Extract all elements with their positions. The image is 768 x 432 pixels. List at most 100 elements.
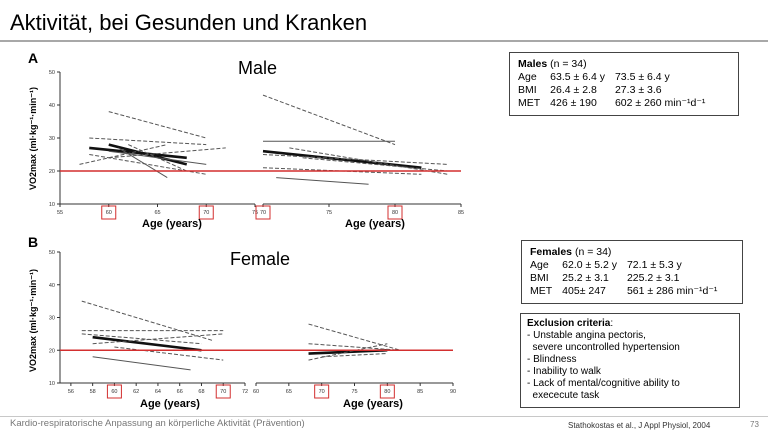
list-item: - Inability to walk bbox=[527, 366, 601, 377]
series-line bbox=[302, 157, 448, 172]
panel-a-y-axis-label: VO2max (ml·kg⁻¹·min⁻¹) bbox=[28, 86, 38, 190]
series-line bbox=[92, 356, 191, 371]
table-row: BMI 25.2 ± 3.1 225.2 ± 3.1 bbox=[530, 272, 680, 284]
x-tick-label: 70 bbox=[319, 389, 325, 395]
panel-a-letter: A bbox=[28, 50, 39, 66]
x-tick-label: 55 bbox=[57, 210, 63, 216]
x-tick-label: 80 bbox=[384, 389, 390, 395]
panel-b-heading: Female bbox=[230, 249, 291, 269]
highlight-box bbox=[255, 205, 271, 220]
footer-text: Kardio-respiratorische Anpassung an körp… bbox=[10, 418, 305, 429]
series-line bbox=[308, 343, 388, 361]
highlight-box bbox=[215, 384, 231, 399]
list-item: severe uncontrolled hypertension bbox=[527, 342, 680, 353]
x-tick-label: 65 bbox=[286, 389, 292, 395]
series-line bbox=[89, 137, 207, 146]
series-line bbox=[118, 147, 168, 179]
series-line bbox=[92, 335, 202, 352]
females-box-header: Females (n = 34) bbox=[530, 246, 612, 258]
table-row: Age 62.0 ± 5.2 y 72.1 ± 5.3 y bbox=[530, 259, 682, 271]
x-tick-label: 64 bbox=[155, 389, 161, 395]
highlight-box bbox=[314, 384, 330, 399]
series-line bbox=[81, 333, 202, 345]
x-tick-label: 58 bbox=[90, 389, 96, 395]
list-item: - Unstable angina pectoris, bbox=[527, 330, 646, 341]
x-tick-label: 60 bbox=[253, 389, 259, 395]
x-tick-label: 75 bbox=[326, 210, 332, 216]
panel-a-heading: Male bbox=[238, 58, 278, 78]
panel-b-xlabel-right: Age (years) bbox=[343, 398, 403, 410]
table-row: BMI 26.4 ± 2.8 27.3 ± 3.6 bbox=[518, 84, 662, 96]
footer-divider bbox=[0, 416, 768, 417]
series-line bbox=[108, 111, 207, 139]
panel-a-xlabel-right: Age (years) bbox=[345, 218, 405, 230]
x-tick-label: 62 bbox=[133, 389, 139, 395]
series-line bbox=[92, 333, 224, 345]
series-line bbox=[289, 147, 448, 175]
page-number: 73 bbox=[750, 420, 759, 429]
series-line bbox=[108, 150, 207, 165]
slide-title: Aktivität, bei Gesunden und Kranken bbox=[10, 10, 368, 35]
citation: Stathokostas et al., J Appl Physiol, 200… bbox=[568, 421, 711, 430]
x-tick-label: 68 bbox=[198, 389, 204, 395]
x-tick-label: 70 bbox=[260, 210, 266, 216]
y-tick-label: 20 bbox=[49, 169, 55, 175]
list-item: exececute task bbox=[527, 390, 600, 401]
males-info-box: Males (n = 34) Age 63.5 ± 6.4 y 73.5 ± 6.4… bbox=[509, 52, 739, 116]
exclusion-list: - Unstable angina pectoris, severe uncon… bbox=[527, 330, 733, 402]
y-tick-label: 10 bbox=[49, 381, 55, 387]
exclusion-title: Exclusion criteria: bbox=[527, 318, 614, 329]
highlight-box bbox=[198, 205, 214, 220]
y-tick-label: 30 bbox=[49, 136, 55, 142]
x-tick-label: 66 bbox=[177, 389, 183, 395]
highlight-box bbox=[101, 205, 117, 220]
series-line bbox=[108, 147, 226, 159]
series-line bbox=[81, 300, 213, 341]
males-box-header: Males (n = 34) bbox=[518, 58, 587, 70]
title-divider bbox=[0, 40, 768, 42]
series-line bbox=[321, 353, 388, 358]
series-line bbox=[262, 94, 396, 146]
x-tick-label: 56 bbox=[68, 389, 74, 395]
x-tick-label: 85 bbox=[458, 210, 464, 216]
table-row: MET 405± 247 561 ± 286 min⁻¹d⁻¹ bbox=[530, 285, 718, 297]
y-tick-label: 40 bbox=[49, 103, 55, 109]
y-tick-label: 50 bbox=[49, 250, 55, 256]
series-line bbox=[79, 144, 168, 165]
highlight-box bbox=[387, 205, 403, 220]
series-line bbox=[114, 346, 224, 361]
list-item: - Blindness bbox=[527, 354, 577, 365]
series-line bbox=[308, 323, 401, 351]
females-info-box: Females (n = 34) Age 62.0 ± 5.2 y 72.1 ± 5… bbox=[521, 240, 743, 304]
table-row: MET 426 ± 190 602 ± 260 min⁻¹d⁻¹ bbox=[518, 97, 706, 109]
panel-b-letter: B bbox=[28, 234, 39, 250]
panel-a-xlabel-left: Age (years) bbox=[142, 218, 202, 230]
x-tick-label: 60 bbox=[106, 210, 112, 216]
x-tick-label: 72 bbox=[242, 389, 248, 395]
y-tick-label: 30 bbox=[49, 316, 55, 322]
panel-b-y-axis-label: VO2max (ml·kg⁻¹·min⁻¹) bbox=[28, 268, 38, 372]
female-chart: 10 20 30 40 50 56 58 60 62 64 66 68 70 72 60 65 70 75 80 85… bbox=[49, 250, 456, 399]
series-line bbox=[262, 149, 422, 169]
y-tick-label: 10 bbox=[49, 202, 55, 208]
x-tick-label: 90 bbox=[450, 389, 456, 395]
x-tick-label: 65 bbox=[154, 210, 160, 216]
x-tick-label: 70 bbox=[203, 210, 209, 216]
y-tick-label: 50 bbox=[49, 70, 55, 76]
y-tick-label: 40 bbox=[49, 283, 55, 289]
list-item: - Lack of mental/cognitive ability to bbox=[527, 378, 680, 389]
exclusion-criteria-box: Exclusion criteria: - Unstable angina pe… bbox=[520, 313, 740, 408]
x-tick-label: 75 bbox=[252, 210, 258, 216]
females-stats-table: Age 62.0 ± 5.2 y 72.1 ± 5.3 y BMI 25.2 ± 3.… bbox=[530, 259, 727, 298]
highlight-box bbox=[106, 384, 122, 399]
x-tick-label: 85 bbox=[417, 389, 423, 395]
table-row: Age 63.5 ± 6.4 y 73.5 ± 6.4 y bbox=[518, 71, 670, 83]
y-tick-label: 20 bbox=[49, 348, 55, 354]
series-line bbox=[276, 177, 369, 185]
panel-b-xlabel-left: Age (years) bbox=[140, 398, 200, 410]
x-tick-label: 80 bbox=[392, 210, 398, 216]
x-tick-label: 75 bbox=[351, 389, 357, 395]
series-line bbox=[89, 146, 187, 160]
x-tick-label: 60 bbox=[111, 389, 117, 395]
